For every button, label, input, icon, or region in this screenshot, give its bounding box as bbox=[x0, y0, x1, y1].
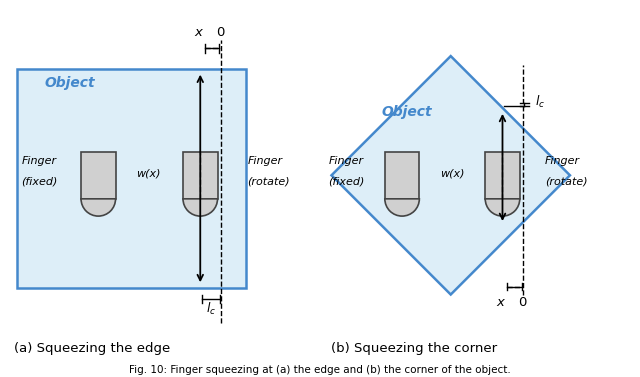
Text: Object: Object bbox=[381, 105, 433, 119]
Text: $x$: $x$ bbox=[496, 296, 506, 309]
Text: Fig. 10: Finger squeezing at (a) the edge and (b) the corner of the object.: Fig. 10: Finger squeezing at (a) the edg… bbox=[129, 365, 511, 375]
Text: (fixed): (fixed) bbox=[328, 177, 365, 187]
Wedge shape bbox=[385, 199, 419, 216]
Wedge shape bbox=[485, 199, 520, 216]
Text: Finger: Finger bbox=[247, 156, 282, 166]
Text: Finger: Finger bbox=[545, 156, 580, 166]
Wedge shape bbox=[183, 199, 218, 216]
Text: (a) Squeezing the edge: (a) Squeezing the edge bbox=[13, 342, 170, 355]
Text: Finger: Finger bbox=[328, 156, 364, 166]
Text: (rotate): (rotate) bbox=[545, 177, 588, 187]
Text: (b) Squeezing the corner: (b) Squeezing the corner bbox=[332, 342, 498, 355]
Text: $l_c$: $l_c$ bbox=[206, 300, 216, 317]
Text: Finger: Finger bbox=[21, 156, 56, 166]
Text: $l_c$: $l_c$ bbox=[536, 93, 545, 110]
Text: Object: Object bbox=[45, 77, 95, 90]
Text: w(x): w(x) bbox=[440, 169, 465, 179]
Polygon shape bbox=[332, 56, 570, 294]
Text: (rotate): (rotate) bbox=[247, 177, 290, 187]
Text: (fixed): (fixed) bbox=[21, 177, 58, 187]
Text: $0$: $0$ bbox=[518, 296, 527, 309]
Bar bbox=[17, 69, 246, 288]
Bar bbox=[183, 152, 218, 199]
Bar bbox=[485, 152, 520, 199]
Text: $0$: $0$ bbox=[216, 26, 225, 39]
Text: $x$: $x$ bbox=[193, 26, 204, 39]
Bar bbox=[385, 152, 419, 199]
Wedge shape bbox=[81, 199, 116, 216]
Text: w(x): w(x) bbox=[136, 169, 161, 179]
Bar bbox=[81, 152, 116, 199]
